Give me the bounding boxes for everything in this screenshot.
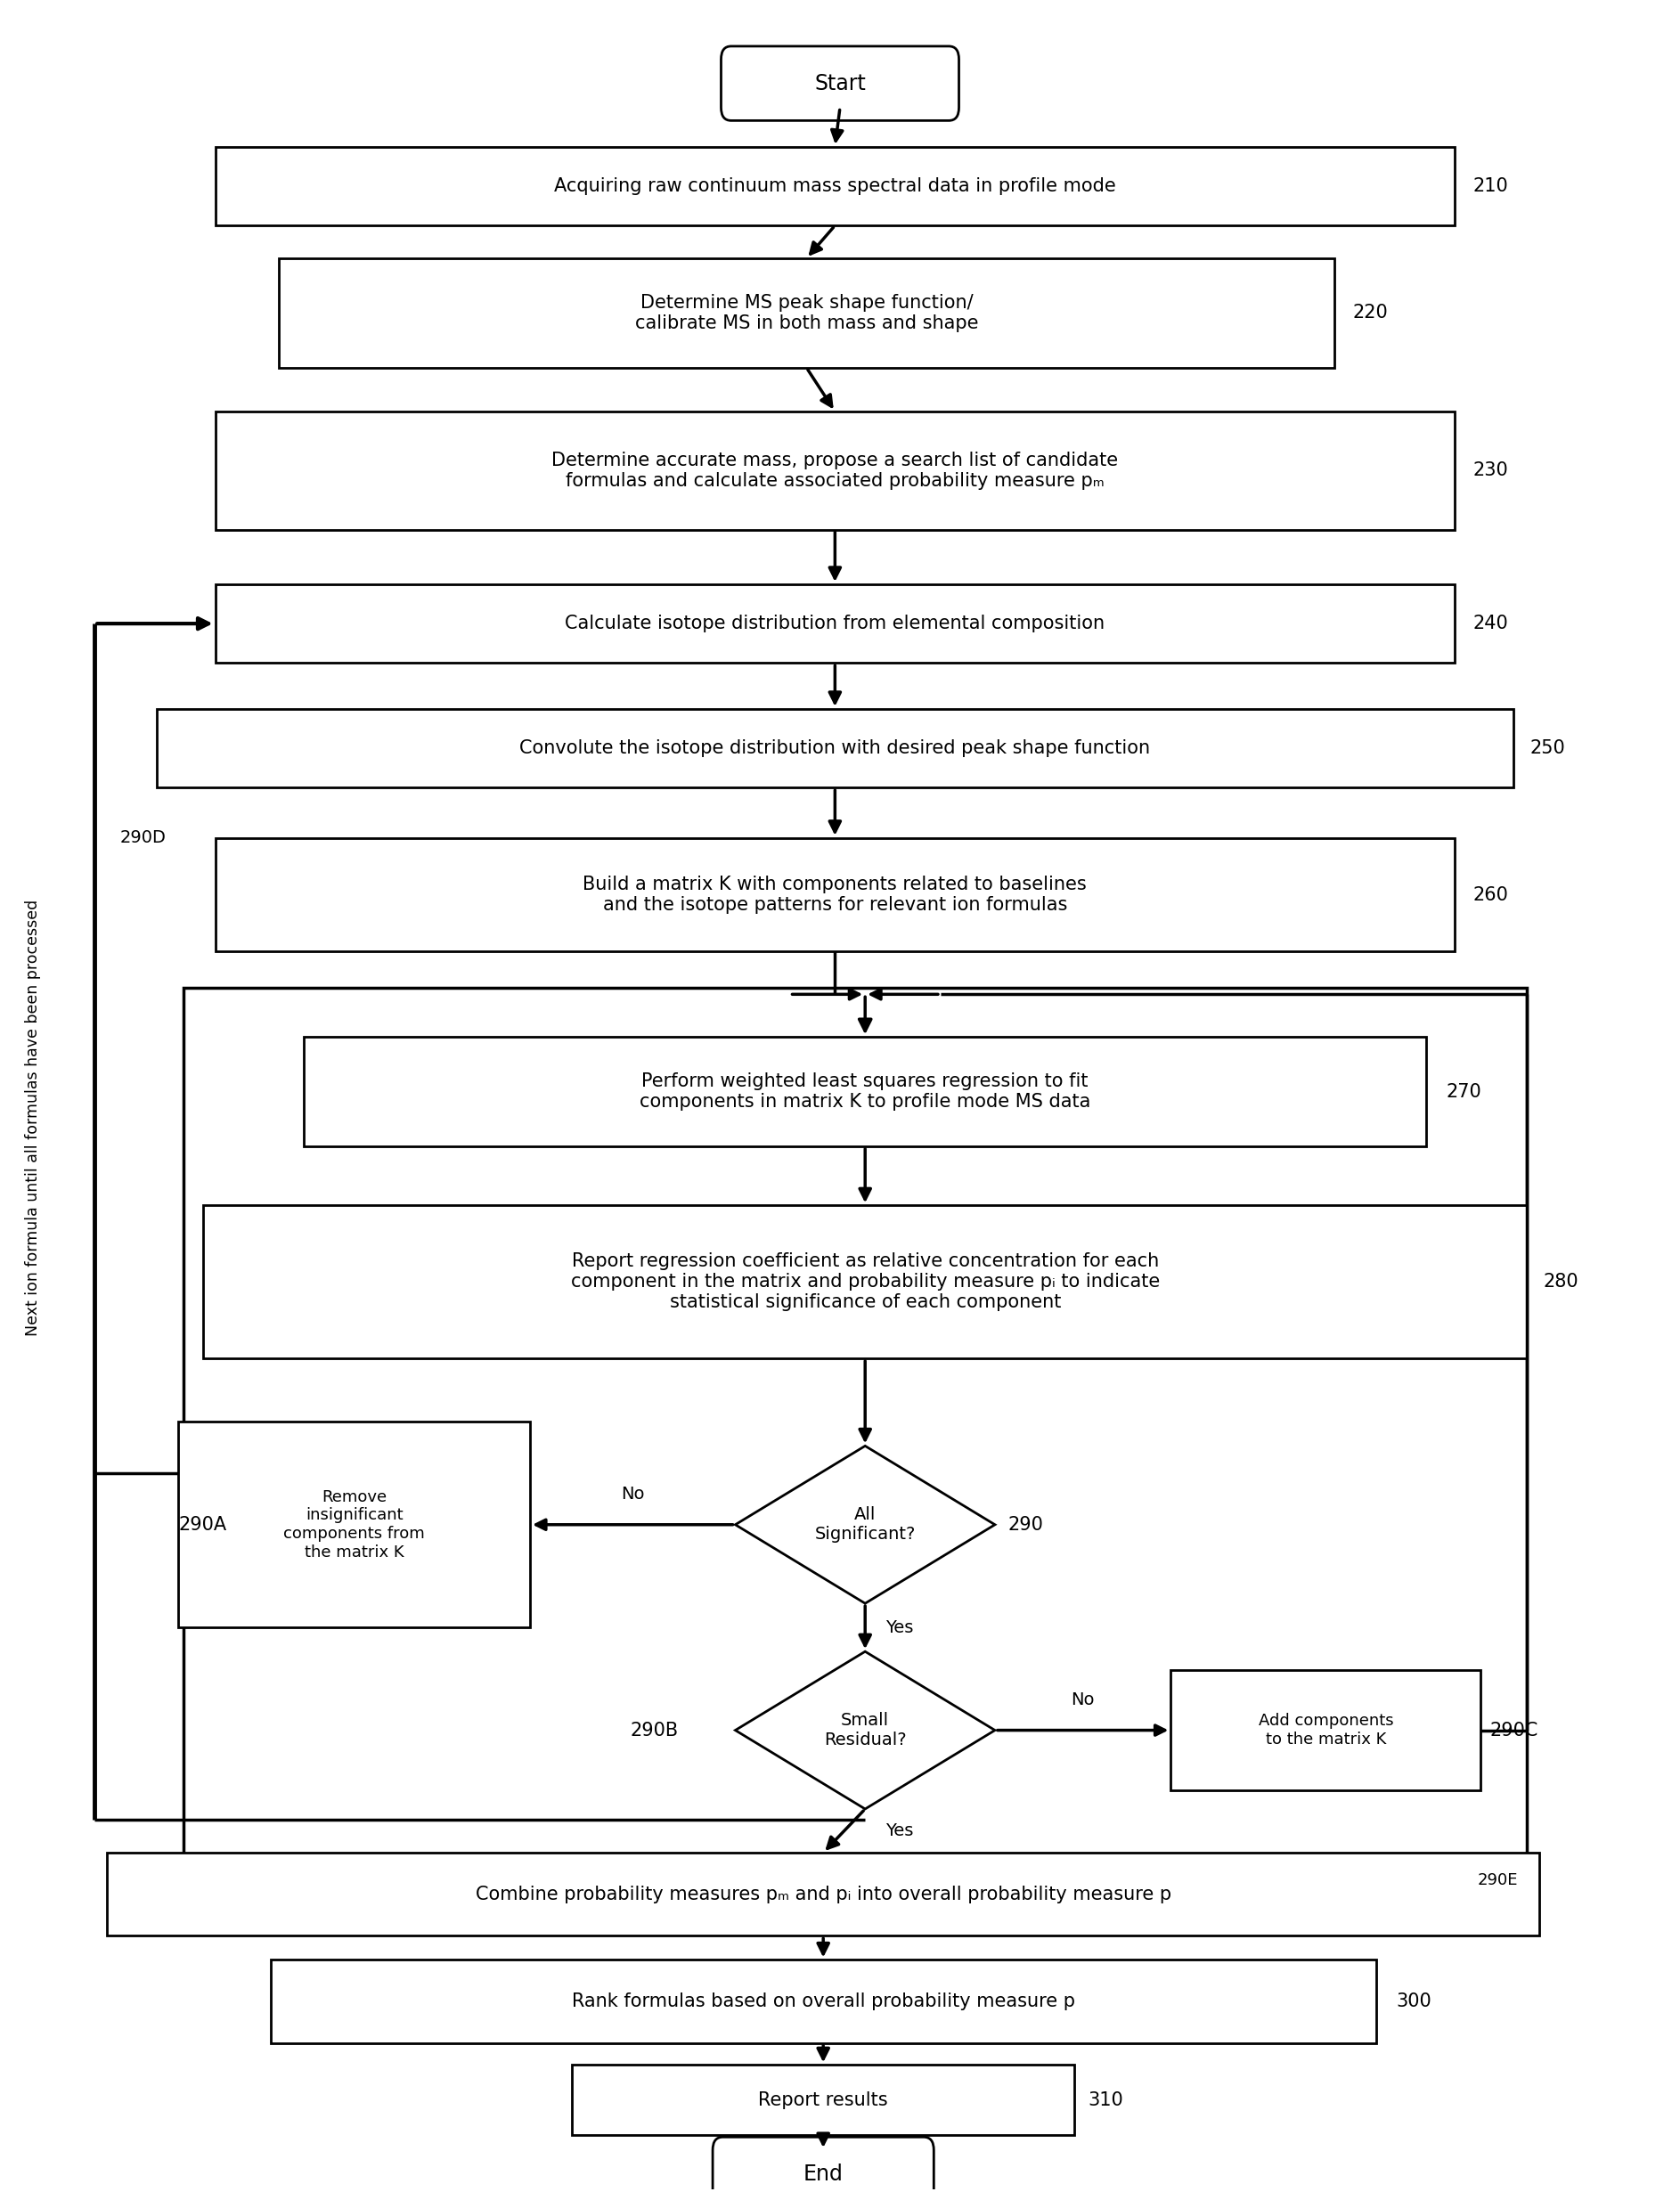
Bar bbox=[215, 585, 1455, 662]
Text: 240: 240 bbox=[1473, 614, 1509, 633]
Text: Rank formulas based on overall probability measure p: Rank formulas based on overall probabili… bbox=[571, 1993, 1075, 2010]
Text: Yes: Yes bbox=[885, 1822, 914, 1839]
Text: 230: 230 bbox=[1473, 463, 1509, 480]
Text: Calculate isotope distribution from elemental composition: Calculate isotope distribution from elem… bbox=[564, 614, 1105, 633]
Text: 300: 300 bbox=[1396, 1993, 1431, 2010]
Text: 290: 290 bbox=[1008, 1515, 1043, 1534]
Text: Yes: Yes bbox=[885, 1620, 914, 1635]
Bar bbox=[215, 147, 1455, 226]
Text: Combine probability measures pₘ and pᵢ into overall probability measure p: Combine probability measures pₘ and pᵢ i… bbox=[475, 1885, 1171, 1903]
Text: 290E: 290E bbox=[1478, 1872, 1519, 1890]
Bar bbox=[156, 708, 1514, 787]
Bar bbox=[1171, 1670, 1480, 1791]
Text: Acquiring raw continuum mass spectral data in profile mode: Acquiring raw continuum mass spectral da… bbox=[554, 178, 1116, 195]
Text: Small
Residual?: Small Residual? bbox=[823, 1712, 907, 1749]
Text: Remove
insignificant
components from
the matrix K: Remove insignificant components from the… bbox=[284, 1488, 425, 1561]
Text: 260: 260 bbox=[1473, 886, 1509, 903]
Text: 290D: 290D bbox=[119, 829, 166, 846]
Text: Add components
to the matrix K: Add components to the matrix K bbox=[1258, 1712, 1393, 1747]
Bar bbox=[304, 1037, 1426, 1146]
Bar bbox=[279, 259, 1334, 368]
Bar bbox=[203, 1206, 1527, 1359]
Bar bbox=[183, 989, 1527, 1859]
Text: 290A: 290A bbox=[178, 1515, 227, 1534]
Text: Start: Start bbox=[815, 72, 865, 94]
Bar bbox=[571, 2065, 1075, 2135]
Bar bbox=[178, 1423, 531, 1626]
Bar bbox=[270, 1960, 1376, 2043]
Text: No: No bbox=[622, 1486, 645, 1504]
Bar bbox=[108, 1852, 1539, 1936]
Text: All
Significant?: All Significant? bbox=[815, 1506, 916, 1543]
Text: 250: 250 bbox=[1530, 739, 1566, 756]
Polygon shape bbox=[736, 1651, 995, 1808]
Bar bbox=[215, 412, 1455, 530]
Polygon shape bbox=[736, 1447, 995, 1602]
Text: Report results: Report results bbox=[758, 2091, 889, 2109]
Text: No: No bbox=[1072, 1692, 1095, 1708]
Text: Perform weighted least squares regression to fit
components in matrix K to profi: Perform weighted least squares regressio… bbox=[640, 1072, 1090, 1111]
Text: 310: 310 bbox=[1089, 2091, 1124, 2109]
Text: 210: 210 bbox=[1473, 178, 1509, 195]
Text: 280: 280 bbox=[1544, 1274, 1579, 1291]
Text: Report regression coefficient as relative concentration for each
component in th: Report regression coefficient as relativ… bbox=[571, 1252, 1159, 1311]
Text: Convolute the isotope distribution with desired peak shape function: Convolute the isotope distribution with … bbox=[519, 739, 1151, 756]
Text: 290C: 290C bbox=[1490, 1721, 1539, 1738]
Text: End: End bbox=[803, 2164, 843, 2185]
FancyBboxPatch shape bbox=[712, 2137, 934, 2192]
Bar bbox=[215, 837, 1455, 951]
Text: 220: 220 bbox=[1352, 305, 1388, 322]
Text: Build a matrix K with components related to baselines
and the isotope patterns f: Build a matrix K with components related… bbox=[583, 875, 1087, 914]
FancyBboxPatch shape bbox=[721, 46, 959, 121]
Text: Determine accurate mass, propose a search list of candidate
formulas and calcula: Determine accurate mass, propose a searc… bbox=[551, 452, 1119, 489]
Text: Next ion formula until all formulas have been processed: Next ion formula until all formulas have… bbox=[25, 899, 40, 1337]
Text: Determine MS peak shape function/
calibrate MS in both mass and shape: Determine MS peak shape function/ calibr… bbox=[635, 294, 978, 333]
Text: 270: 270 bbox=[1446, 1083, 1482, 1100]
Text: 290B: 290B bbox=[630, 1721, 679, 1738]
